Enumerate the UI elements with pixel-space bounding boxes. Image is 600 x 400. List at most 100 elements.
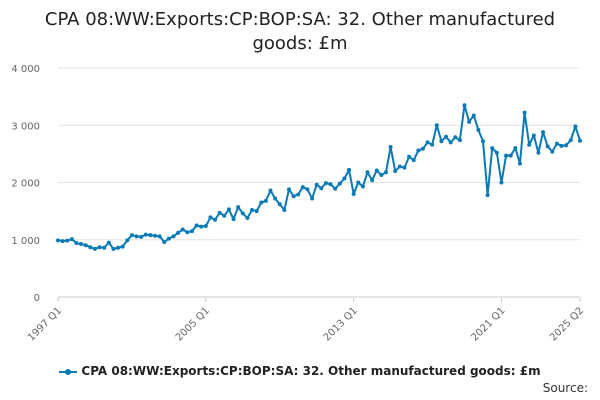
data-point: [166, 236, 171, 241]
data-point: [199, 224, 204, 229]
data-point: [263, 198, 268, 203]
data-point: [254, 209, 259, 214]
y-tick-label: 1 000: [11, 236, 40, 247]
data-point: [347, 167, 352, 172]
data-point: [522, 110, 527, 115]
data-point: [480, 139, 485, 144]
data-point: [342, 176, 347, 181]
x-axis-ticks: 1997 Q1 2005 Q1 2013 Q1 2021 Q1 2025 Q2: [26, 297, 586, 343]
data-point: [545, 144, 550, 149]
data-point: [448, 140, 453, 145]
data-point: [379, 173, 384, 178]
data-point: [430, 142, 435, 147]
data-point: [300, 185, 305, 190]
x-tick-label: 1997 Q1: [26, 305, 64, 343]
data-point: [129, 233, 134, 238]
data-point: [139, 234, 144, 239]
data-point: [296, 192, 301, 197]
data-point: [240, 211, 245, 216]
data-point: [356, 180, 361, 185]
data-point: [226, 207, 231, 212]
data-point: [194, 223, 199, 228]
data-point: [402, 165, 407, 170]
data-point: [374, 168, 379, 173]
data-point: [527, 142, 532, 147]
data-point: [559, 143, 564, 148]
data-point: [245, 215, 250, 220]
x-tick-label: 2021 Q1: [469, 305, 507, 343]
legend[interactable]: CPA 08:WW:Exports:CP:BOP:SA: 32. Other m…: [0, 364, 600, 378]
data-point: [365, 170, 370, 175]
data-point: [554, 141, 559, 146]
data-point: [268, 188, 273, 193]
data-point: [383, 170, 388, 175]
data-point: [102, 245, 107, 250]
data-point: [69, 237, 74, 242]
data-point: [134, 234, 139, 239]
data-point: [92, 246, 97, 251]
data-point: [337, 181, 342, 186]
data-point: [106, 240, 111, 245]
data-point: [568, 138, 573, 143]
data-point: [60, 239, 65, 244]
data-point: [573, 124, 578, 129]
data-point: [176, 230, 181, 235]
legend-label: CPA 08:WW:Exports:CP:BOP:SA: 32. Other m…: [81, 364, 541, 378]
data-point: [360, 184, 365, 189]
data-point: [157, 234, 162, 239]
data-point: [578, 138, 582, 143]
data-point: [439, 139, 444, 144]
data-point: [185, 230, 190, 235]
data-point: [97, 245, 102, 250]
data-point: [231, 217, 236, 222]
chart-title: CPA 08:WW:Exports:CP:BOP:SA: 32. Other m…: [44, 9, 556, 54]
data-point: [536, 150, 541, 155]
data-point: [407, 154, 412, 159]
data-point: [333, 186, 338, 191]
y-axis-ticks: 0 1 000 2 000 3 000 4 000: [11, 64, 40, 304]
source-note: Source:: [542, 381, 588, 395]
data-point: [397, 164, 402, 169]
data-point: [550, 149, 555, 154]
data-point: [420, 146, 425, 151]
data-point: [310, 196, 315, 201]
data-point: [467, 119, 472, 124]
data-point: [411, 158, 416, 163]
data-point: [180, 227, 185, 232]
data-point: [83, 243, 88, 248]
data-point: [143, 232, 148, 237]
data-point: [305, 187, 310, 192]
series-line: [57, 104, 581, 250]
data-point: [125, 238, 130, 243]
data-point: [323, 181, 328, 186]
data-point: [282, 207, 287, 212]
data-point: [444, 134, 449, 139]
data-point: [416, 148, 421, 153]
data-point: [56, 238, 60, 243]
data-point: [393, 169, 398, 174]
data-point: [203, 224, 208, 229]
data-point: [217, 210, 222, 215]
data-point: [328, 182, 333, 187]
gridlines: [58, 67, 580, 298]
y-tick-label: 0: [34, 293, 40, 304]
data-point: [388, 145, 393, 150]
data-point: [314, 182, 319, 187]
data-point: [504, 153, 509, 158]
data-point: [171, 234, 176, 239]
data-point: [319, 186, 324, 191]
data-point: [213, 217, 218, 222]
series-layer: [56, 103, 582, 251]
data-point: [236, 205, 241, 210]
data-point: [111, 246, 116, 251]
y-tick-label: 2 000: [11, 179, 40, 190]
data-point: [499, 180, 504, 185]
y-tick-label: 3 000: [11, 121, 40, 132]
data-point: [153, 233, 158, 238]
data-point: [351, 191, 356, 196]
data-point: [541, 130, 546, 135]
data-point: [259, 200, 264, 205]
data-point: [457, 138, 462, 143]
data-point: [434, 123, 439, 128]
